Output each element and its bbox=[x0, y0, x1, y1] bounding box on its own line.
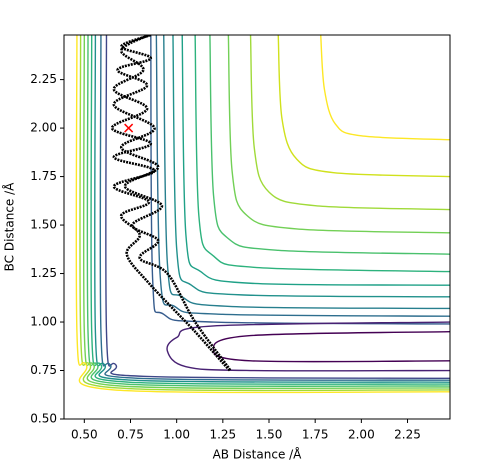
contour-line bbox=[90, 35, 450, 385]
x-tick-label: 2.25 bbox=[394, 428, 421, 442]
plot-frame bbox=[63, 34, 451, 420]
trajectory bbox=[110, 35, 232, 372]
contour-line bbox=[249, 35, 450, 211]
y-tick-label: 1.50 bbox=[30, 218, 57, 232]
contour-line bbox=[227, 35, 450, 234]
contour-line bbox=[172, 35, 450, 298]
y-axis-label: BC Distance /Å bbox=[2, 182, 17, 272]
x-tick-label: 0.50 bbox=[71, 428, 98, 442]
x-axis-label: AB Distance /Å bbox=[213, 447, 303, 462]
contour-line bbox=[166, 321, 450, 372]
contour-line bbox=[181, 35, 450, 286]
contour-line bbox=[79, 35, 450, 392]
x-tick-label: 2.00 bbox=[348, 428, 375, 442]
y-tick-label: 1.75 bbox=[30, 169, 57, 183]
contour-line bbox=[209, 35, 450, 255]
contour-line bbox=[82, 35, 450, 390]
y-tick-label: 2.00 bbox=[30, 121, 57, 135]
y-tick-label: 2.25 bbox=[30, 72, 57, 86]
y-tick-label: 1.25 bbox=[30, 266, 57, 280]
x-tick-label: 1.50 bbox=[256, 428, 283, 442]
contour-layer bbox=[75, 35, 450, 394]
contour-line bbox=[277, 35, 450, 178]
y-tick-label: 1.00 bbox=[30, 315, 57, 329]
contour-line bbox=[94, 35, 450, 383]
x-tick-label: 0.75 bbox=[117, 428, 144, 442]
contour-line bbox=[163, 35, 450, 310]
start-marker bbox=[124, 123, 134, 133]
contour-line bbox=[75, 35, 450, 394]
contour-line bbox=[105, 35, 450, 379]
y-tick-label: 0.75 bbox=[30, 363, 57, 377]
x-tick-label: 1.00 bbox=[163, 428, 190, 442]
contour-line bbox=[86, 35, 450, 387]
contour-line bbox=[194, 35, 450, 273]
contour-line bbox=[99, 35, 450, 381]
contour-line bbox=[320, 35, 450, 141]
contour-line bbox=[212, 331, 450, 363]
y-tick-label: 0.50 bbox=[30, 412, 57, 426]
x-tick-label: 1.25 bbox=[209, 428, 236, 442]
x-tick-label: 1.75 bbox=[302, 428, 329, 442]
